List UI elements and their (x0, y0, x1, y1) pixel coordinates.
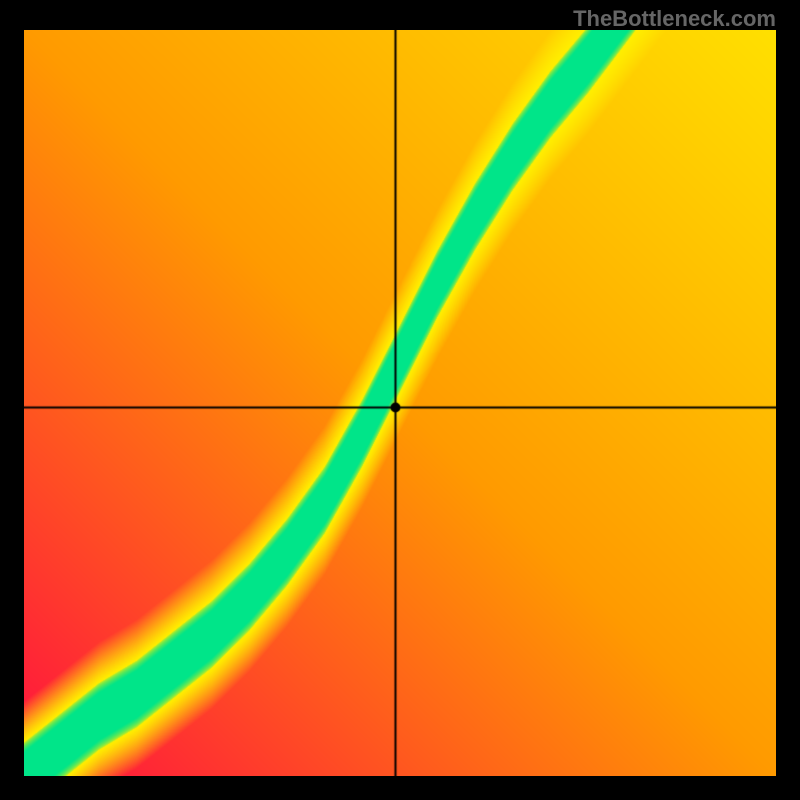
chart-frame: TheBottleneck.com (0, 0, 800, 800)
heatmap-plot (24, 30, 776, 776)
heatmap-canvas (24, 30, 776, 776)
watermark-text: TheBottleneck.com (573, 6, 776, 32)
